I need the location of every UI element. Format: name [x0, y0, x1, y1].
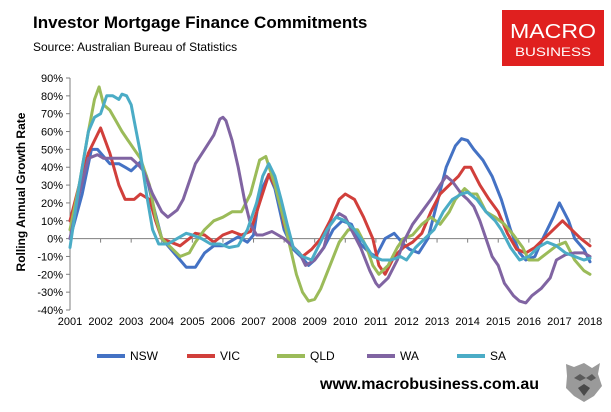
plot-area: -40% -30% -20% -10% 0% 10% 20% 30% 40% 50% 60% 70% 8… — [37, 73, 602, 328]
x-tick-label: 2006 — [211, 316, 235, 328]
y-tick-label: 70% — [41, 109, 63, 121]
y-tick-label: 50% — [41, 144, 63, 156]
x-tick-label: 2016 — [517, 316, 541, 328]
y-tick-label: -40% — [37, 305, 63, 317]
series-line-wa — [68, 115, 592, 305]
y-tick-label: 20% — [41, 198, 63, 210]
y-tick-label: 40% — [41, 162, 63, 174]
y-tick-label: 0% — [47, 234, 63, 246]
y-tick-label: -30% — [37, 287, 63, 299]
x-tick-label: 2002 — [88, 316, 112, 328]
chart-title: Investor Mortgage Finance Commitments — [33, 13, 367, 32]
y-tick-label: 60% — [41, 127, 63, 139]
x-tick-label: 2010 — [333, 316, 357, 328]
x-tick-label: 2014 — [455, 316, 479, 328]
x-tick-label: 2001 — [58, 316, 82, 328]
legend-label-sa: SA — [490, 349, 506, 363]
y-tick-label: 10% — [41, 216, 63, 228]
series-line-sa — [68, 92, 592, 262]
y-axis-title: Rolling Annual Growth Rate — [14, 112, 28, 271]
x-tick-label: 2013 — [425, 316, 449, 328]
chart-source: Source: Australian Bureau of Statistics — [33, 40, 237, 54]
x-tick-label: 2017 — [547, 316, 571, 328]
brand-logo-background — [502, 10, 604, 66]
x-tick-label: 2005 — [180, 316, 204, 328]
x-tick-label: 2015 — [486, 316, 510, 328]
x-tick-label: 2007 — [241, 316, 265, 328]
x-tick-label: 2018 — [578, 316, 602, 328]
x-tick-label: 2004 — [150, 316, 174, 328]
legend: NSW VIC QLD WA SA — [97, 349, 506, 363]
x-tick-label: 2003 — [119, 316, 143, 328]
y-tick-label: 30% — [41, 180, 63, 192]
wolf-icon — [566, 363, 602, 402]
y-tick-label: 90% — [41, 73, 63, 85]
y-tick-label: -10% — [37, 251, 63, 263]
y-tick-label: 80% — [41, 91, 63, 103]
brand-logo-line1: MACRO — [510, 21, 596, 43]
site-url[interactable]: www.macrobusiness.com.au — [319, 376, 539, 393]
x-tick-label: 2011 — [364, 316, 388, 328]
legend-label-wa: WA — [400, 349, 419, 363]
y-tick-label: -20% — [37, 269, 63, 281]
legend-label-nsw: NSW — [130, 349, 159, 363]
x-tick-label: 2012 — [394, 316, 418, 328]
legend-label-vic: VIC — [220, 349, 240, 363]
brand-logo-line2: BUSINESS — [515, 45, 591, 59]
legend-label-qld: QLD — [310, 349, 335, 363]
x-tick-label: 2008 — [272, 316, 296, 328]
x-tick-label: 2009 — [302, 316, 326, 328]
brand-logo: MACRO BUSINESS — [502, 10, 604, 66]
